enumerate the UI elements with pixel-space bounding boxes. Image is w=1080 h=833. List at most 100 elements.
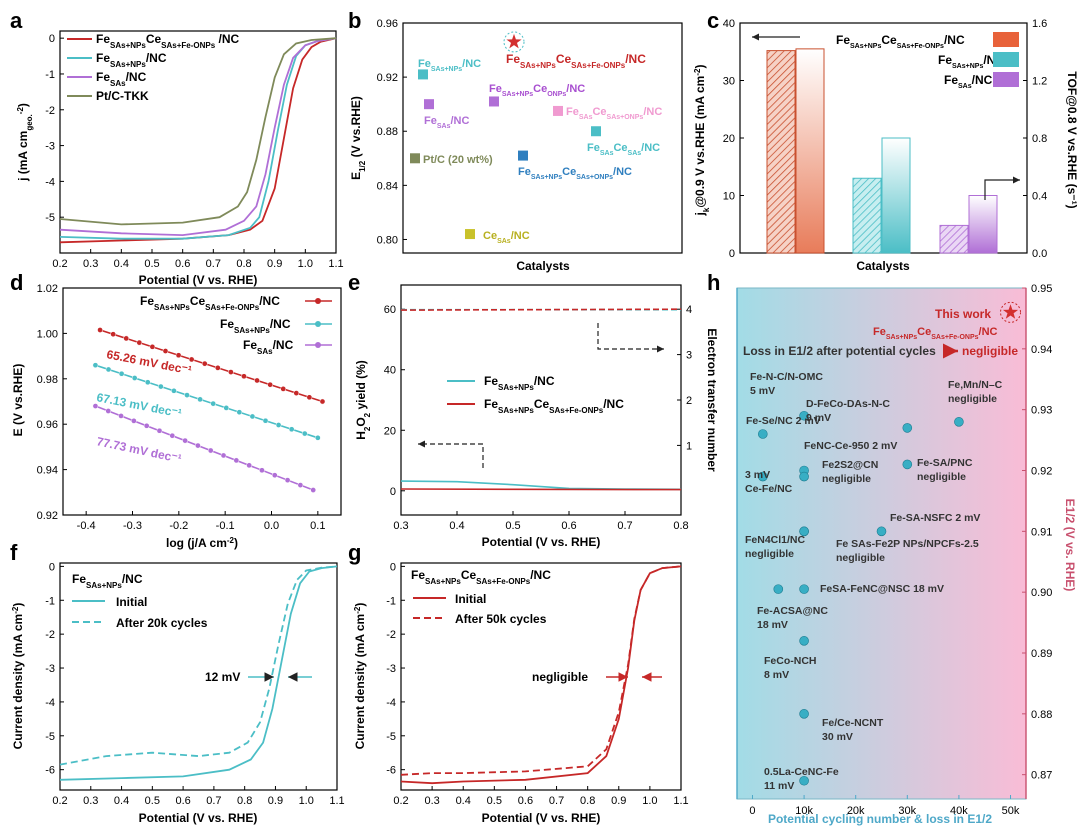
h-xtick-label: 30k — [898, 805, 916, 817]
f-series-line — [59, 565, 338, 781]
d-xtick-label: -0.1 — [216, 520, 235, 532]
h-point-label: Fe-SA/PNC — [917, 457, 973, 469]
b-ytick-label: 0.92 — [377, 72, 398, 84]
h-header-value: negligible — [962, 344, 1018, 358]
b-ytick-label: 0.88 — [377, 126, 398, 138]
h-point-label: D-FeCo-DAs-N-C — [806, 398, 890, 410]
h-header: Loss in E1/2 after potential cycles — [743, 344, 936, 358]
panel-a-legend: FeSAs+NPsCeSAs+Fe-ONPs /NC FeSAs+NPs/NC … — [67, 32, 240, 103]
h-point — [876, 526, 887, 537]
h-point — [773, 584, 784, 594]
legend-c-swatch-sas — [993, 72, 1019, 87]
panel-h-comparison: 0 10k 20k 30k 40k 50k 0.87 0.88 0.89 0.90 0.91 0.92… — [736, 283, 1077, 826]
panel-a-frame — [59, 30, 337, 254]
d-point — [310, 487, 317, 493]
b-star-halo — [503, 31, 525, 53]
h-point-label: Ce-Fe/NC — [745, 483, 793, 495]
e-y2tick-label: 2 — [686, 395, 692, 407]
h-xtick-label: 50k — [1002, 805, 1020, 817]
a-series-line — [59, 37, 337, 240]
e-ytick-label: 40 — [384, 365, 396, 377]
d-point — [131, 375, 138, 381]
b-label-ce: CeSAs/NC — [483, 230, 530, 245]
d-point — [293, 390, 300, 396]
h-point-label: Fe-ACSA@NC — [757, 605, 828, 617]
panel-h-background — [737, 288, 1026, 799]
a-series-line — [59, 37, 337, 226]
g-ytick-label: -5 — [386, 731, 396, 743]
h-xtick-label: 20k — [847, 805, 865, 817]
e-series-line — [400, 488, 682, 491]
a-ytick-label: 0 — [49, 33, 55, 45]
d-point — [214, 365, 221, 371]
g-ytick-label: -1 — [386, 595, 396, 607]
e-ytick-label: 20 — [384, 425, 396, 437]
d-point — [207, 447, 214, 454]
h-point-label: negligible — [836, 552, 885, 564]
panel-h-ylabel: E1/2 (V vs. RHE) — [1063, 499, 1077, 592]
panel-d-frame — [62, 287, 342, 516]
a-ytick-label: -4 — [45, 176, 55, 188]
d-point — [241, 373, 247, 380]
g-xtick-label: 1.0 — [642, 795, 657, 807]
legend-g-after: After 50k cycles — [455, 612, 547, 626]
b-label-ceonps: FeSAs+NPsCeONPs/NC — [489, 83, 585, 98]
h-point — [799, 410, 809, 421]
g-xtick-label: 0.2 — [393, 795, 408, 807]
panel-a-lsv: 0.2 0.3 0.4 0.5 0.6 0.7 0.8 0.9 1.0 1.1 0 -1 -2 -3 -4 -… — [16, 30, 344, 287]
d-point — [284, 477, 291, 483]
b-ytick-label: 0.84 — [377, 180, 398, 192]
g-xtick-label: 0.8 — [580, 795, 595, 807]
b-point — [465, 229, 475, 240]
f-ytick-label: -2 — [45, 629, 55, 641]
d-ytick-label: 0.92 — [37, 510, 58, 522]
panel-b-halfwave: 0.80 0.84 0.88 0.92 0.96 Catalysts E1/2 (V v… — [349, 18, 683, 273]
b-label-sas: FeSAs/NC — [424, 115, 469, 130]
panel-g-xlabel: Potential (V vs. RHE) — [482, 811, 601, 825]
d-point — [275, 422, 282, 428]
h-point — [902, 459, 913, 470]
legend-c-sas: FeSAs/NC — [944, 73, 993, 90]
f-xtick-label: 0.7 — [206, 795, 221, 807]
e-ytick-label: 0 — [390, 486, 396, 498]
d-point — [246, 462, 253, 469]
d-point — [233, 457, 240, 464]
e-xtick-label: 0.6 — [561, 520, 576, 532]
a-series-line — [59, 37, 337, 237]
d-point — [314, 434, 321, 441]
f-xtick-label: 1.1 — [329, 795, 344, 807]
f-series-line — [59, 565, 338, 766]
h-point-label: FeNC-Ce-950 2 mV — [804, 440, 897, 452]
h-point — [758, 429, 768, 439]
d-point — [228, 369, 234, 375]
f-ytick-label: 0 — [49, 561, 55, 573]
a-xtick-label: 0.3 — [83, 258, 98, 270]
a-ytick-label: -1 — [45, 69, 55, 81]
d-point — [182, 437, 188, 444]
d-point — [223, 405, 230, 411]
legend-d-sas: FeSAs/NC — [243, 338, 294, 356]
h-point-label: FeSA-FeNC@NSC 18 mV — [820, 583, 944, 595]
panel-c-ylabel: jk@0.9 V vs.RHE (mA cm-2) — [693, 65, 711, 217]
b-label-hybrid: FeSAs+NPsCeSAs+Fe-ONPs/NC — [506, 52, 646, 70]
b-point — [410, 153, 420, 164]
b-ytick-label: 0.80 — [377, 234, 398, 246]
h-xtick-label: 0 — [749, 805, 755, 817]
h-point — [799, 584, 809, 594]
h-point-label: 11 mV — [764, 780, 794, 792]
h-ytick-label: 0.88 — [1031, 709, 1052, 721]
h-point-label: Fe SAs-Fe2P NPs/NPCFs-2.5 — [836, 538, 979, 550]
g-xtick-label: 1.1 — [673, 795, 688, 807]
d-point — [280, 386, 287, 392]
d-point — [271, 472, 278, 479]
panel-f-title: FeSAs+NPs/NC — [72, 572, 143, 590]
b-label-fececo: FeSAsCeSAs+ONPs/NC — [566, 106, 662, 121]
d-point — [149, 343, 156, 350]
h-ytick-label: 0.94 — [1031, 344, 1052, 356]
h-ytick-label: 0.92 — [1031, 466, 1052, 478]
g-shift-annotation: negligible — [532, 670, 588, 684]
c-y2tick-label: 0.4 — [1032, 191, 1047, 203]
c-ytick-label: 0 — [729, 248, 735, 260]
g-ytick-label: -6 — [386, 765, 396, 777]
d-point — [105, 366, 112, 373]
